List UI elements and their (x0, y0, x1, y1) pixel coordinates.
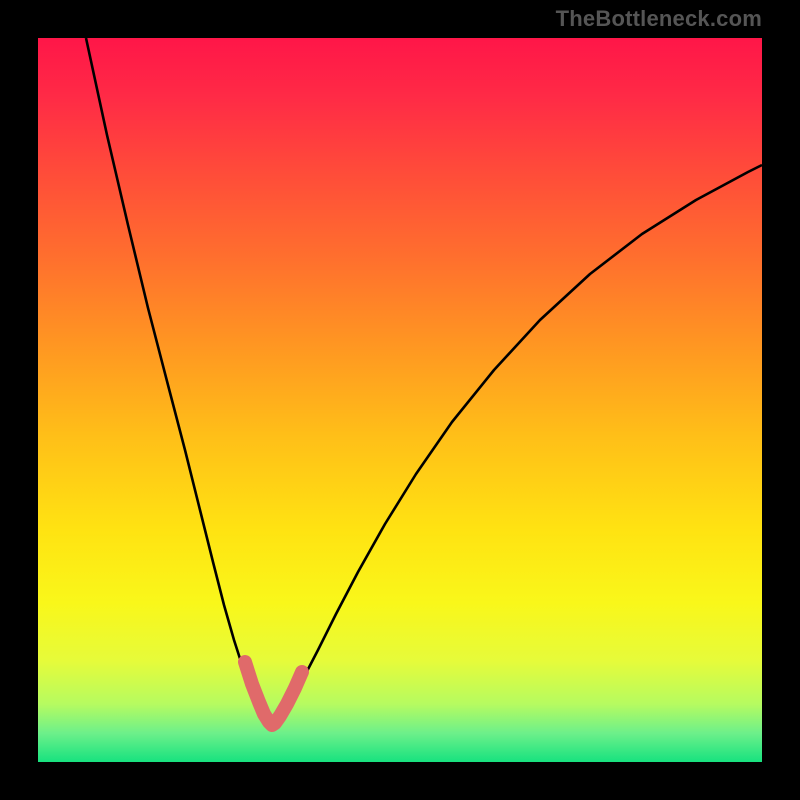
bottleneck-curve (86, 38, 762, 726)
chart-frame: TheBottleneck.com (0, 0, 800, 800)
chart-svg (0, 0, 800, 800)
optimal-zone-highlight (245, 662, 302, 725)
